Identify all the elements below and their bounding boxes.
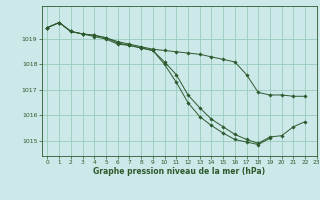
X-axis label: Graphe pression niveau de la mer (hPa): Graphe pression niveau de la mer (hPa) xyxy=(93,167,265,176)
